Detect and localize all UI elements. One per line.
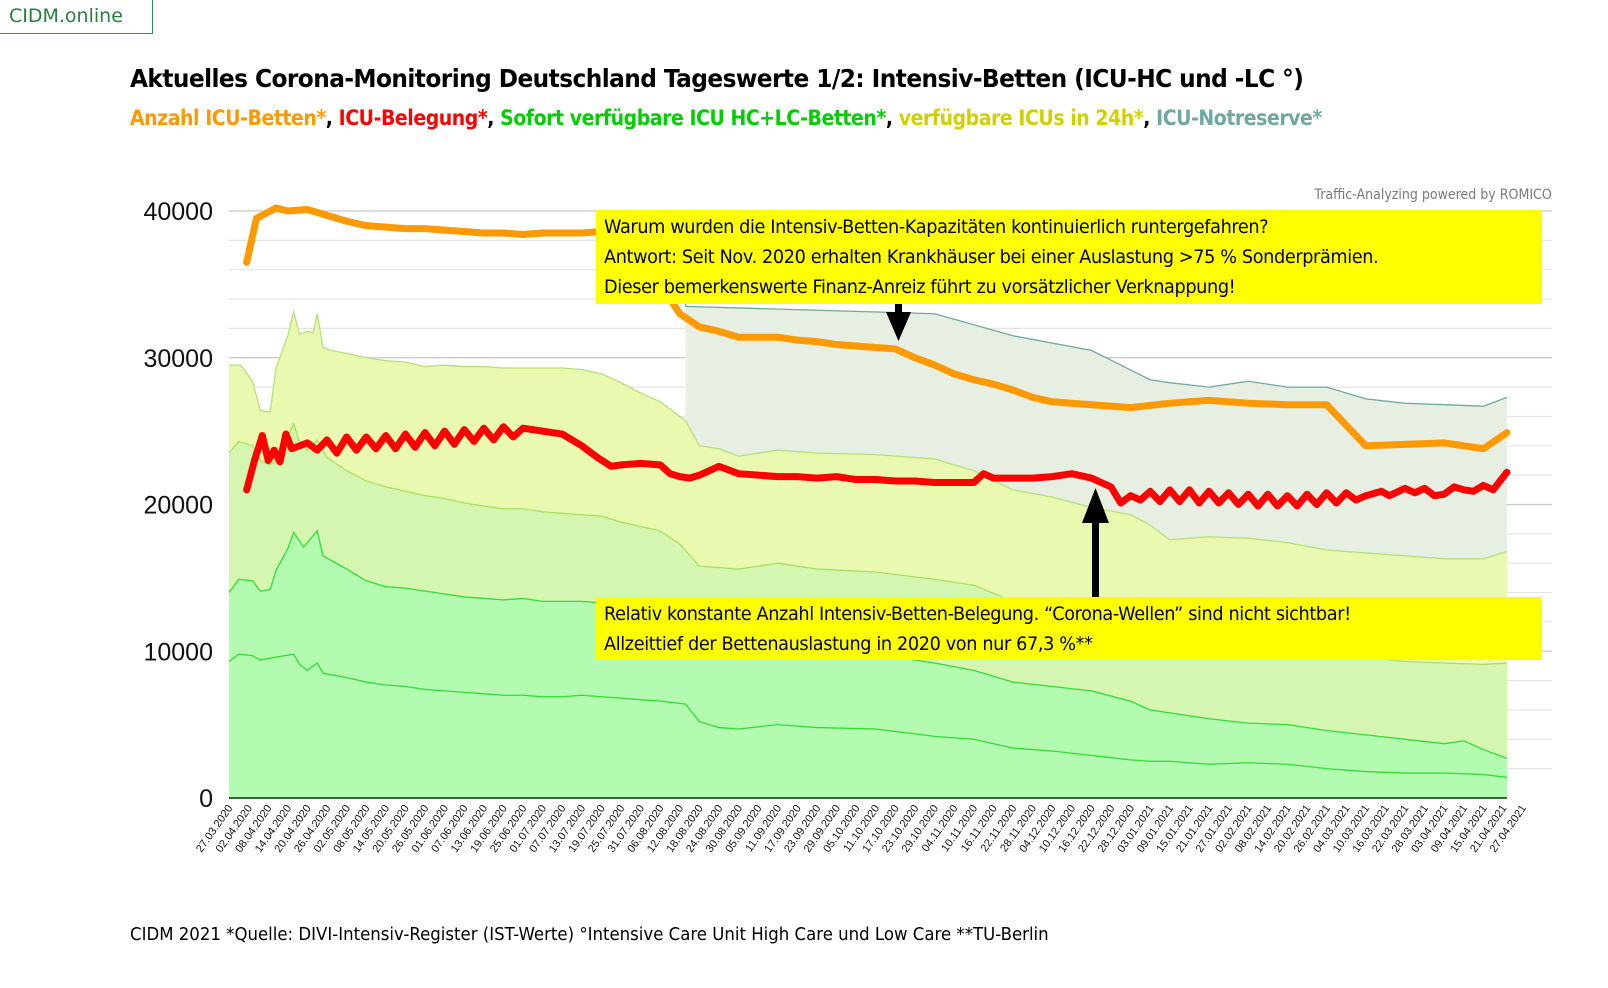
y-tick-label: 20000 xyxy=(143,492,213,520)
legend-item-notreserve: ICU-Notreserve* xyxy=(1156,106,1322,130)
legend: Anzahl ICU-Betten*, ICU-Belegung*, Sofor… xyxy=(130,106,1322,130)
annotation-occupancy: Relativ konstante Anzahl Intensiv-Betten… xyxy=(596,597,1542,660)
area-outline-series-0 xyxy=(685,284,1508,407)
area-fill-series-4 xyxy=(229,654,1507,798)
credit-text: Traffic-Analyzing powered by ROMICO xyxy=(1314,187,1552,203)
annotation-line: Antwort: Seit Nov. 2020 erhalten Krankhä… xyxy=(604,246,1379,268)
legend-separator: , xyxy=(325,106,339,130)
legend-separator: , xyxy=(885,106,899,130)
line-series-5 xyxy=(243,204,1511,453)
annotation-line: Dieser bemerkenswerte Finanz-Anreiz führ… xyxy=(604,276,1236,298)
y-tick-label: 30000 xyxy=(143,345,213,373)
x-axis-ticks: 27.03.202002.04.202008.04.202014.04.2020… xyxy=(194,803,1529,855)
legend-item-icu-belegung: ICU-Belegung* xyxy=(338,106,488,130)
area-outline-series-4 xyxy=(228,653,1508,779)
legend-item-verfuegbar-24h: verfügbare ICUs in 24h* xyxy=(898,106,1144,130)
annotation-line: Relativ konstante Anzahl Intensiv-Betten… xyxy=(604,603,1351,625)
legend-separator: , xyxy=(487,106,501,130)
annotation-line: Allzeittief der Bettenauslastung in 2020… xyxy=(604,633,1093,655)
chart-title: Aktuelles Corona-Monitoring Deutschland … xyxy=(130,64,1304,93)
area-series xyxy=(228,284,1508,798)
annotation-line: Warum wurden die Intensiv-Betten-Kapazit… xyxy=(604,216,1269,238)
area-outline-series-1 xyxy=(229,309,1508,560)
legend-separator: , xyxy=(1143,106,1157,130)
line-series xyxy=(243,204,1511,510)
y-tick-label: 40000 xyxy=(143,198,213,226)
brand-logo[interactable]: CIDM.online xyxy=(0,0,153,34)
legend-item-icu-betten: Anzahl ICU-Betten* xyxy=(130,106,326,130)
annotation-arrows xyxy=(886,300,1109,598)
annotation-capacity: Warum wurden die Intensiv-Betten-Kapazit… xyxy=(596,210,1542,304)
y-tick-label: 0 xyxy=(199,785,213,813)
y-tick-label: 10000 xyxy=(143,638,213,666)
y-axis-ticks: 0 10000 20000 30000 40000 xyxy=(143,198,213,813)
arrow-down-icon xyxy=(886,300,911,341)
line-series-6 xyxy=(243,423,1511,510)
footer-source: CIDM 2021 *Quelle: DIVI-Intensiv-Registe… xyxy=(130,924,1049,945)
arrow-up-icon xyxy=(1082,488,1109,598)
legend-item-sofort-verfuegbar: Sofort verfügbare ICU HC+LC-Betten* xyxy=(500,106,886,130)
